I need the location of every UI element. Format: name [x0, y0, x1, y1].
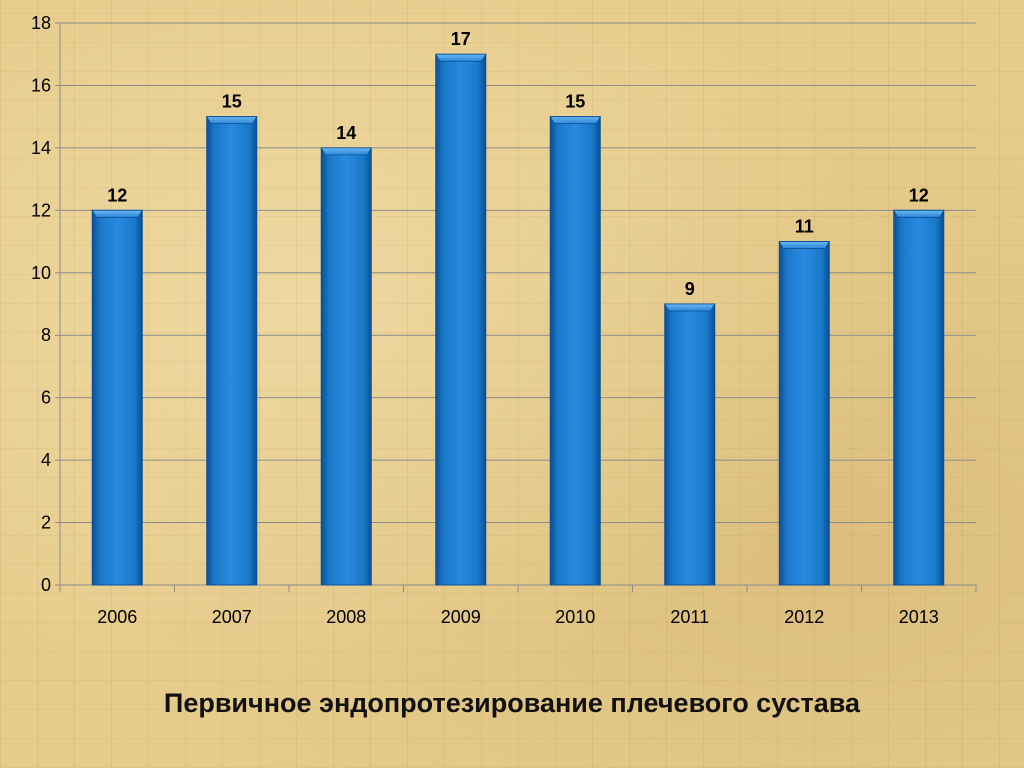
x-tick-label: 2011 [670, 607, 709, 627]
x-tick-label: 2013 [899, 607, 939, 627]
x-tick-label: 2012 [784, 607, 824, 627]
bar-2009 [435, 53, 487, 586]
x-tick-label: 2009 [441, 607, 481, 627]
bar-cap-2006 [91, 209, 143, 218]
y-tick-label: 4 [41, 450, 51, 470]
bar-2006 [91, 209, 143, 586]
data-label-2006: 12 [107, 185, 127, 205]
bar-cap-2011 [664, 303, 716, 312]
bar-chart: 0 2 4 6 8 10 12 14 16 18 2006 2007 2008 2009 2010 2011 2… [31, 13, 977, 627]
bar-2011 [664, 303, 716, 586]
y-tick-label: 12 [31, 200, 51, 220]
bar-cap-2008 [320, 147, 372, 156]
axes: 0 2 4 6 8 10 12 14 16 18 2006 2007 2008 2009 2010 2011 2… [31, 13, 977, 627]
bar-cap-2012 [778, 241, 830, 249]
x-tick-label: 2007 [212, 607, 252, 627]
bar-cap-2013 [893, 209, 945, 218]
labels: 12 15 14 17 15 9 11 12 [107, 29, 929, 299]
data-label-2012: 11 [795, 217, 814, 237]
y-tick-label: 14 [31, 138, 51, 158]
y-tick-label: 6 [41, 388, 51, 408]
y-tick-label: 8 [41, 325, 51, 345]
data-label-2007: 15 [222, 92, 242, 112]
bar-2012 [778, 241, 830, 586]
data-label-2010: 15 [565, 92, 585, 112]
x-tick-label: 2010 [555, 607, 595, 627]
data-label-2011: 9 [685, 279, 695, 299]
bar-2008 [320, 147, 372, 586]
bar-cap-2009 [435, 53, 487, 62]
bar-2013 [893, 209, 945, 586]
bar-cap-2007 [206, 116, 258, 125]
data-label-2008: 14 [336, 123, 356, 143]
bars [91, 53, 945, 586]
x-tick-label: 2008 [326, 607, 366, 627]
bar-cap-2010 [549, 116, 601, 125]
y-tick-label: 10 [31, 263, 51, 283]
data-label-2013: 12 [909, 185, 929, 205]
x-tick-label: 2006 [97, 607, 137, 627]
gridlines [60, 22, 976, 524]
chart-title: Первичное эндопротезирование плечевого с… [163, 688, 861, 718]
y-tick-label: 16 [31, 75, 51, 95]
bar-2010 [549, 116, 601, 586]
y-tick-label: 18 [31, 13, 51, 33]
y-tick-label: 0 [41, 575, 51, 595]
data-label-2009: 17 [451, 29, 471, 49]
y-tick-label: 2 [41, 513, 51, 533]
bar-2007 [206, 116, 258, 586]
